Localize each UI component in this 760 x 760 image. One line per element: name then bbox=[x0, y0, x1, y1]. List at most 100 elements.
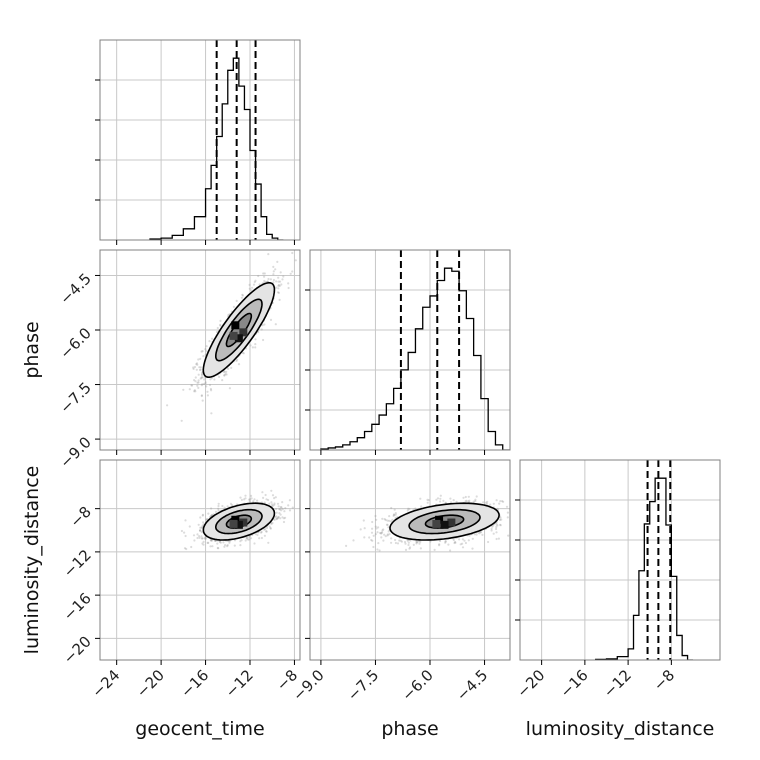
panel-frame bbox=[309, 249, 511, 451]
y-axis-title-luminosity_distance: luminosity_distance bbox=[21, 466, 43, 655]
sample-point bbox=[467, 539, 470, 542]
sample-point bbox=[496, 507, 499, 510]
sample-point bbox=[227, 367, 230, 370]
sample-point bbox=[449, 501, 453, 504]
sample-point bbox=[248, 287, 251, 290]
sample-point bbox=[192, 366, 195, 369]
sample-point bbox=[225, 373, 228, 376]
sample-point bbox=[394, 513, 397, 516]
sample-point bbox=[249, 344, 252, 347]
sample-point bbox=[280, 509, 283, 512]
sample-point bbox=[275, 518, 278, 521]
sample-point bbox=[390, 506, 393, 510]
sample-point bbox=[505, 505, 509, 508]
sample-point bbox=[200, 376, 203, 379]
x-tick-label: −6.0 bbox=[398, 666, 436, 704]
sample-point bbox=[215, 330, 219, 334]
sample-point bbox=[268, 502, 271, 505]
sample-point bbox=[261, 491, 264, 494]
sample-point bbox=[211, 337, 214, 340]
sample-point bbox=[374, 533, 377, 536]
y-tick-label: −4.5 bbox=[56, 270, 94, 308]
histogram-luminosity_distance bbox=[595, 477, 693, 660]
sample-point bbox=[379, 532, 383, 535]
panel-frame bbox=[99, 459, 301, 661]
sample-point bbox=[527, 508, 529, 510]
sample-point bbox=[372, 545, 375, 549]
sample-point bbox=[217, 547, 220, 550]
sample-point bbox=[387, 530, 390, 533]
sample-point bbox=[282, 520, 286, 524]
density-peak bbox=[239, 328, 248, 337]
sample-point bbox=[467, 500, 470, 503]
sample-point bbox=[500, 518, 503, 521]
sample-point bbox=[381, 529, 384, 532]
sample-point bbox=[193, 379, 196, 382]
sample-point bbox=[275, 515, 278, 518]
sample-point bbox=[205, 385, 208, 388]
sample-point bbox=[390, 537, 393, 540]
sample-point bbox=[192, 367, 195, 370]
sample-point bbox=[380, 532, 383, 535]
sample-point bbox=[371, 539, 374, 542]
sample-point bbox=[251, 346, 254, 349]
sample-point bbox=[270, 522, 273, 526]
sample-point bbox=[479, 531, 483, 534]
sample-point bbox=[240, 498, 243, 501]
sample-point bbox=[444, 501, 447, 504]
sample-point bbox=[499, 516, 502, 519]
sample-point bbox=[183, 531, 186, 534]
sample-point bbox=[254, 279, 257, 282]
sample-point bbox=[202, 540, 205, 544]
sample-point bbox=[250, 537, 253, 540]
sample-point bbox=[406, 509, 409, 512]
sample-point bbox=[262, 272, 265, 275]
sample-point bbox=[497, 537, 500, 540]
sample-point bbox=[377, 542, 380, 545]
sample-point bbox=[280, 506, 283, 509]
sample-point bbox=[202, 521, 205, 524]
sample-point bbox=[474, 498, 477, 501]
sample-point bbox=[243, 498, 246, 501]
sample-point bbox=[242, 352, 245, 355]
sample-point bbox=[241, 293, 244, 296]
sample-point bbox=[277, 505, 280, 508]
sample-point bbox=[275, 280, 278, 283]
sample-point bbox=[228, 541, 231, 544]
sample-point bbox=[419, 547, 422, 550]
sample-point bbox=[416, 540, 419, 544]
sample-point bbox=[248, 498, 251, 501]
sample-point bbox=[414, 507, 417, 510]
sample-point bbox=[235, 358, 239, 361]
sample-point bbox=[203, 378, 206, 381]
sample-point bbox=[249, 498, 252, 501]
sample-point bbox=[271, 521, 274, 525]
sample-point bbox=[272, 265, 275, 268]
sample-point bbox=[210, 507, 213, 510]
sample-point bbox=[221, 379, 224, 382]
sample-point bbox=[222, 370, 225, 373]
sample-point bbox=[252, 283, 256, 286]
sample-point bbox=[486, 502, 489, 505]
sample-point bbox=[387, 526, 390, 529]
sample-point bbox=[482, 501, 485, 504]
sample-point bbox=[449, 497, 452, 500]
sample-point bbox=[287, 504, 290, 507]
sample-point bbox=[182, 388, 185, 391]
sample-point bbox=[265, 530, 268, 533]
sample-point bbox=[394, 538, 397, 542]
sample-point bbox=[376, 548, 379, 551]
sample-point bbox=[386, 533, 389, 536]
sample-point bbox=[208, 340, 211, 343]
sample-point bbox=[263, 279, 266, 283]
sample-point bbox=[408, 547, 411, 550]
sample-point bbox=[502, 500, 505, 503]
sample-point bbox=[245, 536, 248, 539]
sample-point bbox=[201, 383, 204, 386]
sample-point bbox=[269, 318, 273, 321]
sample-point bbox=[381, 517, 384, 520]
sample-point bbox=[287, 282, 290, 285]
sample-point bbox=[193, 390, 196, 393]
sample-point bbox=[288, 499, 291, 502]
sample-point bbox=[499, 518, 502, 522]
